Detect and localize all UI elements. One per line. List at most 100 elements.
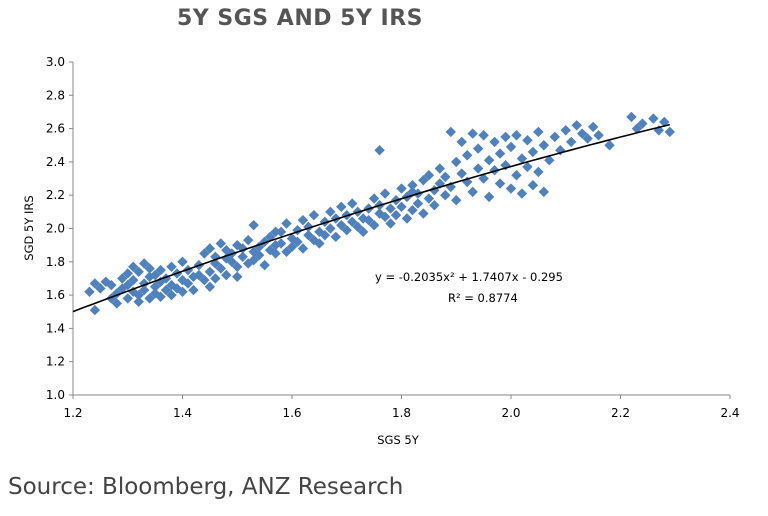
- data-point: [505, 183, 517, 194]
- data-point: [275, 226, 287, 238]
- data-point: [204, 281, 216, 292]
- data-point: [297, 214, 309, 226]
- data-point: [478, 173, 489, 184]
- data-point: [325, 223, 336, 234]
- data-point: [571, 120, 582, 131]
- data-point: [347, 198, 358, 209]
- data-point: [418, 208, 429, 219]
- data-point: [204, 243, 216, 254]
- data-point: [275, 238, 287, 249]
- data-point: [138, 258, 150, 269]
- data-point: [166, 261, 177, 272]
- data-point: [188, 284, 199, 296]
- data-point: [199, 274, 210, 286]
- data-point: [215, 238, 227, 249]
- y-tick-label: 2.0: [46, 222, 65, 236]
- data-point: [111, 288, 122, 299]
- data-point: [511, 130, 522, 141]
- data-point: [232, 261, 243, 272]
- data-point: [199, 248, 210, 259]
- x-tick-label: 1.6: [282, 406, 301, 420]
- data-point: [215, 263, 227, 274]
- data-point: [587, 121, 599, 133]
- data-point: [478, 130, 489, 141]
- y-tick-label: 2.6: [46, 122, 65, 136]
- data-point: [182, 278, 194, 289]
- y-tick-label: 1.0: [46, 388, 65, 402]
- data-point: [210, 273, 221, 284]
- data-point: [204, 266, 216, 277]
- data-point: [237, 251, 248, 263]
- data-point: [160, 284, 172, 296]
- x-tick-label: 1.2: [63, 406, 82, 420]
- data-point: [133, 266, 144, 277]
- scatter-chart: 1.0 1.2 1.4 1.6 1.8 2.0 2.2 2.4 2.6 2.8 3.0 1.2 1.4…: [22, 55, 740, 447]
- data-point: [379, 211, 391, 223]
- data-point: [100, 276, 112, 287]
- data-point: [390, 209, 402, 221]
- data-points: [84, 111, 675, 316]
- data-point: [281, 218, 292, 229]
- data-point: [631, 123, 643, 134]
- data-point: [89, 304, 101, 316]
- data-point: [483, 155, 495, 166]
- data-point: [533, 166, 544, 178]
- x-tick-label: 2.4: [720, 406, 739, 420]
- data-point: [111, 298, 122, 309]
- data-point: [122, 268, 133, 279]
- data-point: [106, 279, 117, 291]
- data-point: [292, 236, 303, 248]
- data-point: [281, 246, 292, 258]
- data-point: [149, 269, 161, 281]
- data-point: [538, 186, 550, 198]
- data-point: [128, 261, 139, 272]
- trendline-equation: y = -0.2035x² + 1.7407x - 0.295: [375, 270, 563, 284]
- data-point: [325, 206, 336, 218]
- data-point: [451, 156, 462, 168]
- y-axis-label: SGD 5Y IRS: [22, 195, 36, 260]
- data-point: [527, 146, 539, 158]
- data-point: [89, 278, 101, 289]
- data-point: [177, 274, 188, 286]
- data-point: [368, 219, 380, 231]
- data-point: [440, 190, 451, 201]
- data-point: [626, 111, 637, 123]
- data-point: [445, 126, 456, 138]
- data-point: [423, 170, 435, 181]
- data-point: [472, 143, 484, 154]
- data-point: [505, 141, 517, 153]
- data-point: [352, 221, 363, 233]
- data-point: [363, 214, 374, 226]
- data-point: [319, 229, 331, 241]
- data-point: [434, 163, 446, 174]
- data-point: [253, 241, 265, 253]
- data-point: [582, 133, 593, 144]
- data-point: [467, 128, 478, 139]
- data-point: [560, 125, 571, 136]
- data-point: [117, 273, 128, 284]
- data-point: [122, 293, 133, 304]
- data-point: [221, 269, 232, 281]
- data-point: [538, 140, 550, 151]
- x-tick-label: 1.8: [392, 406, 411, 420]
- data-point: [270, 248, 281, 259]
- data-point: [368, 193, 380, 204]
- data-point: [489, 136, 500, 148]
- data-point: [138, 284, 150, 296]
- chart-title: 5Y SGS AND 5Y IRS: [176, 6, 424, 31]
- data-point: [314, 238, 325, 249]
- data-point: [133, 296, 144, 307]
- data-point: [336, 201, 347, 213]
- data-point: [659, 116, 670, 128]
- data-point: [379, 188, 391, 199]
- y-tick-label: 2.4: [46, 155, 65, 169]
- y-tick-label: 1.8: [46, 255, 65, 269]
- data-point: [347, 216, 358, 228]
- data-point: [516, 153, 528, 164]
- data-point: [155, 291, 166, 302]
- y-tick-label: 3.0: [46, 55, 65, 69]
- data-point: [472, 163, 484, 174]
- data-point: [336, 219, 347, 231]
- y-tick-label: 2.8: [46, 88, 65, 102]
- data-point: [456, 136, 467, 148]
